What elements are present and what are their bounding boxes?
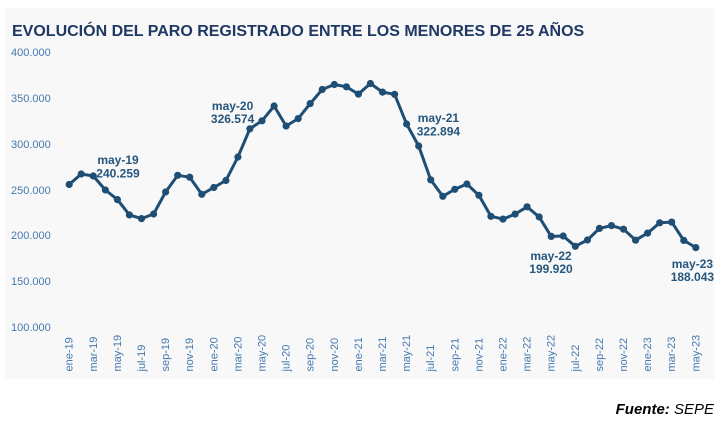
svg-text:jul-22: jul-22 bbox=[570, 345, 582, 373]
svg-text:may-19: may-19 bbox=[112, 335, 124, 372]
svg-text:jul-20: jul-20 bbox=[281, 345, 293, 373]
svg-text:322.894: 322.894 bbox=[417, 125, 461, 139]
svg-text:326.574: 326.574 bbox=[211, 112, 255, 126]
svg-text:ene-21: ene-21 bbox=[353, 337, 365, 371]
svg-text:may-22: may-22 bbox=[546, 335, 558, 372]
svg-text:sep-21: sep-21 bbox=[449, 338, 461, 372]
svg-text:may-23: may-23 bbox=[672, 257, 714, 271]
svg-text:mar-19: mar-19 bbox=[88, 337, 100, 372]
svg-text:may-20: may-20 bbox=[212, 99, 254, 113]
svg-text:may-23: may-23 bbox=[690, 335, 702, 372]
svg-text:sep-22: sep-22 bbox=[594, 338, 606, 372]
svg-text:ene-20: ene-20 bbox=[208, 337, 220, 371]
svg-text:jul-21: jul-21 bbox=[425, 345, 437, 373]
svg-text:may-19: may-19 bbox=[97, 153, 139, 167]
svg-text:jul-19: jul-19 bbox=[136, 345, 148, 373]
svg-text:may-21: may-21 bbox=[418, 111, 460, 125]
svg-text:sep-19: sep-19 bbox=[160, 338, 172, 372]
svg-text:mar-23: mar-23 bbox=[666, 337, 678, 372]
svg-text:188.043: 188.043 bbox=[671, 270, 715, 284]
svg-text:may-21: may-21 bbox=[401, 335, 413, 372]
svg-text:nov-21: nov-21 bbox=[473, 338, 485, 372]
svg-text:mar-22: mar-22 bbox=[522, 337, 534, 372]
svg-text:may-20: may-20 bbox=[257, 335, 269, 372]
svg-text:mar-20: mar-20 bbox=[232, 337, 244, 372]
svg-text:nov-22: nov-22 bbox=[618, 338, 630, 372]
svg-text:mar-21: mar-21 bbox=[377, 337, 389, 372]
svg-text:ene-23: ene-23 bbox=[642, 337, 654, 371]
svg-text:199.920: 199.920 bbox=[529, 262, 573, 276]
svg-text:nov-19: nov-19 bbox=[184, 338, 196, 372]
svg-text:240.259: 240.259 bbox=[96, 167, 140, 181]
svg-text:nov-20: nov-20 bbox=[329, 338, 341, 372]
svg-text:ene-19: ene-19 bbox=[64, 337, 76, 371]
svg-text:ene-22: ene-22 bbox=[498, 337, 510, 371]
svg-text:sep-20: sep-20 bbox=[305, 338, 317, 372]
svg-text:may-22: may-22 bbox=[530, 249, 572, 263]
